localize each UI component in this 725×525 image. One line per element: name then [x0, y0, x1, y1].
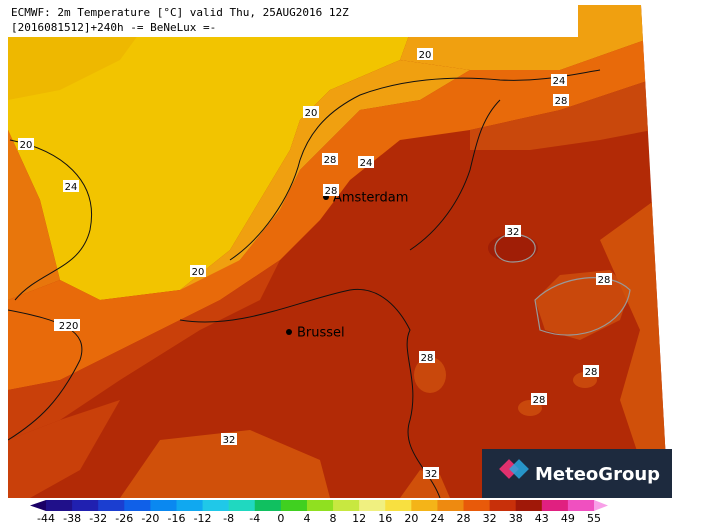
colorbar-tick-label: 32	[483, 512, 497, 525]
colorbar-tick-label: 24	[430, 512, 444, 525]
colorbar-segment	[124, 500, 151, 511]
colorbar-tick-label: 43	[535, 512, 549, 525]
colorbar-arrow	[594, 500, 608, 511]
contour-label-box	[323, 184, 339, 196]
colorbar-segment	[202, 500, 230, 511]
colorbar-segment	[150, 500, 177, 511]
colorbar-tick-label: -38	[63, 512, 81, 525]
colorbar-segment	[98, 500, 125, 511]
contour-label: 28	[421, 353, 434, 364]
contour-label: 28	[598, 275, 611, 286]
colorbar-segment	[228, 500, 256, 511]
colorbar: -44 -38 -32 -26 -20 -16 -12 -8 -4 0 4 8 12 16 20 24 28 32…	[30, 500, 608, 525]
city-label: Brussel	[297, 326, 345, 341]
contour-label-box	[190, 265, 206, 277]
colorbar-segment	[176, 500, 204, 511]
contour-label: 28	[585, 367, 598, 378]
contour-label: 20	[305, 108, 318, 119]
contour-label-box	[423, 467, 439, 479]
contour-label-box	[553, 94, 569, 106]
colorbar-tick-label: 38	[509, 512, 523, 525]
header-box	[8, 5, 578, 37]
colorbar-tick-label: 49	[561, 512, 575, 525]
contour-label: 32	[223, 435, 236, 446]
contour-label-box	[531, 393, 547, 405]
contour-label: 20	[192, 267, 205, 278]
header-line2: [2016081512]+240h -= BeNeLux =-	[11, 21, 216, 34]
contour-label-box	[596, 273, 612, 285]
logo-text: MeteoGroup	[535, 464, 660, 485]
colorbar-segment	[306, 500, 334, 511]
contour-label: 20	[419, 50, 432, 61]
city-dot	[286, 329, 292, 335]
colorbar-segment	[437, 500, 465, 511]
colorbar-tick-label: -12	[194, 512, 212, 525]
contour-label: 28	[533, 395, 546, 406]
colorbar-tick-label: -4	[249, 512, 260, 525]
colorbar-segment	[463, 500, 491, 511]
header-line1: ECMWF: 2m Temperature [°C] valid Thu, 25…	[11, 6, 349, 19]
contour-label: 24	[65, 182, 78, 193]
colorbar-segment	[385, 500, 412, 511]
contour-label-box	[303, 106, 319, 118]
colorbar-segment	[46, 500, 73, 511]
colorbar-tick-label: -20	[141, 512, 159, 525]
colorbar-tick-label: 20	[404, 512, 418, 525]
colorbar-tick-label: 28	[457, 512, 471, 525]
colorbar-tick-label: -44	[37, 512, 55, 525]
colorbar-tick-label: -16	[167, 512, 185, 525]
contour-label: 20	[20, 140, 33, 151]
colorbar-segment	[489, 500, 517, 511]
contour-label-box	[64, 319, 80, 331]
contour-label: 2	[59, 321, 65, 332]
colorbar-tick-label: 0	[277, 512, 284, 525]
contour-label: 28	[325, 186, 338, 197]
contour-label-box	[18, 138, 34, 150]
colorbar-tick-label: 12	[352, 512, 366, 525]
contour-label-box	[358, 156, 374, 168]
logo-icon	[499, 459, 529, 479]
colorbar-segment	[359, 500, 386, 511]
colorbar-segment	[515, 500, 543, 511]
contour-label-box	[417, 48, 433, 60]
contour-label-box	[505, 225, 521, 237]
contour-label-box	[583, 365, 599, 377]
contour-label-box	[63, 180, 79, 192]
contour-label: 20	[66, 321, 79, 332]
contour-label-box	[322, 153, 338, 165]
contour-label: 28	[555, 96, 568, 107]
contour-label: 24	[360, 158, 373, 169]
colorbar-segment	[72, 500, 99, 511]
colorbar-segment	[567, 500, 595, 511]
contour-label-box	[419, 351, 435, 363]
contour-label-box	[551, 74, 567, 86]
contour-label: 32	[507, 227, 520, 238]
colorbar-segment	[280, 500, 308, 511]
colorbar-segment	[333, 500, 360, 511]
colorbar-tick-label: -32	[89, 512, 107, 525]
colorbar-tick-label: 55	[587, 512, 601, 525]
colorbar-tick-label: 16	[378, 512, 392, 525]
colorbar-tick-label: -8	[223, 512, 234, 525]
colorbar-segment	[411, 500, 438, 511]
colorbar-tick-label: -26	[115, 512, 133, 525]
colorbar-tick-label: 4	[303, 512, 310, 525]
contour-label: 24	[553, 76, 566, 87]
colorbar-tick-label: 8	[330, 512, 337, 525]
colorbar-segment	[541, 500, 569, 511]
colorbar-segment	[254, 500, 282, 511]
contour-label: 32	[425, 469, 438, 480]
contour-label: 28	[324, 155, 337, 166]
colorbar-arrow	[30, 500, 46, 511]
contour-label-box	[221, 433, 237, 445]
city-label: Amsterdam	[333, 191, 408, 206]
